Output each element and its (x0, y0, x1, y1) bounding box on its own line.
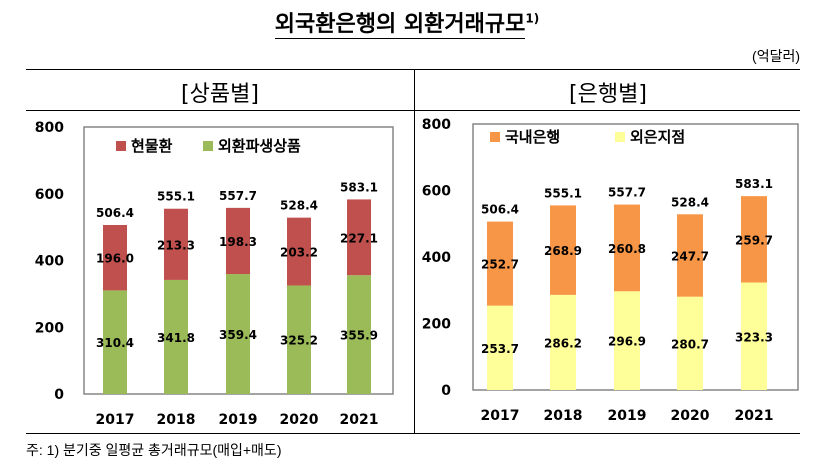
legend-swatch (116, 141, 126, 151)
data-label: 280.7 (671, 337, 709, 351)
total-label: 506.4 (481, 203, 519, 217)
unit-label: (억달러) (752, 48, 800, 64)
title-footnote-mark: 1) (525, 11, 540, 26)
legend-swatch (615, 132, 625, 142)
bar-segment (164, 208, 188, 280)
data-label: 213.3 (157, 238, 195, 252)
bar-segment (226, 207, 250, 275)
data-label: 253.7 (481, 342, 519, 356)
x-tick-label: 2018 (544, 408, 583, 424)
bar-segment (677, 296, 703, 390)
data-label: 323.3 (735, 330, 773, 344)
data-label: 198.3 (219, 235, 257, 249)
total-label: 557.7 (608, 186, 646, 200)
bar-segment (487, 305, 513, 390)
y-tick-label: 200 (35, 320, 64, 336)
footnote: 주: 1) 분기중 일평균 총거래규모(매입+매도) (26, 442, 282, 458)
chart-by-bank: 0 200 400 600 800 253.7 252.7 506.4 2017 286.2 268… (422, 117, 799, 424)
total-label: 555.1 (157, 190, 195, 204)
data-label: 259.7 (735, 233, 773, 247)
y-tick-label: 0 (441, 383, 451, 399)
legend-swatch (490, 132, 500, 142)
legend-label: 국내은행 (505, 128, 560, 146)
data-label: 260.8 (608, 242, 646, 256)
y-tick-label: 800 (35, 120, 64, 136)
y-tick-label: 200 (422, 317, 451, 333)
legend-label: 외은지점 (630, 128, 685, 146)
data-label: 341.8 (157, 331, 195, 345)
x-tick-label: 2017 (96, 412, 135, 428)
bar-segment (487, 221, 513, 306)
data-label: 310.4 (96, 336, 134, 350)
data-label: 203.2 (280, 246, 318, 260)
total-label: 557.7 (219, 189, 257, 203)
bar-segment (550, 205, 576, 295)
y-tick-label: 400 (35, 254, 64, 270)
total-label: 583.1 (735, 177, 773, 191)
bar-segment (677, 214, 703, 297)
y-tick-label: 800 (422, 117, 451, 133)
table-bottom-border (26, 433, 800, 434)
bar-segment (550, 294, 576, 390)
y-tick-label: 0 (54, 387, 64, 403)
bar-segment (614, 204, 640, 292)
panel-title-bank: [은행별] (569, 82, 647, 107)
bar-segment (287, 285, 311, 394)
page-title: 외국환은행의 외환거래규모1) (0, 6, 814, 39)
x-tick-label: 2021 (735, 408, 774, 424)
data-label: 359.4 (219, 328, 257, 342)
data-label: 227.1 (340, 231, 378, 245)
bar-segment (741, 282, 767, 390)
total-label: 528.4 (671, 195, 709, 209)
bar-segment (164, 279, 188, 394)
x-tick-label: 2021 (340, 412, 379, 428)
chart-by-product: 0 200 400 600 800 310.4 196.0 506.4 2017 341.8 213… (35, 120, 394, 428)
data-label: 252.7 (481, 258, 519, 272)
table-top-border (26, 69, 800, 70)
data-label: 196.0 (96, 252, 134, 266)
y-tick-label: 600 (422, 184, 451, 200)
x-tick-label: 2020 (671, 408, 710, 424)
data-label: 268.9 (544, 244, 582, 258)
bar-segment (103, 224, 127, 291)
legend-label: 현물환 (131, 137, 173, 155)
x-tick-label: 2019 (219, 412, 258, 428)
bar-segment (103, 290, 127, 394)
bar-segment (614, 291, 640, 390)
data-label: 286.2 (544, 336, 582, 350)
bar-segment (741, 196, 767, 283)
legend-swatch (203, 141, 213, 151)
title-text: 외국환은행의 외환거래규모 (274, 12, 526, 39)
total-label: 583.1 (340, 180, 378, 194)
total-label: 528.4 (280, 199, 318, 213)
data-label: 296.9 (608, 335, 646, 349)
x-tick-label: 2019 (608, 408, 647, 424)
bar-segment (347, 275, 371, 394)
y-tick-label: 600 (35, 187, 64, 203)
bar-segment (226, 274, 250, 394)
table-divider (414, 69, 415, 433)
data-label: 355.9 (340, 329, 378, 343)
bar-segment (347, 199, 371, 276)
x-tick-label: 2020 (280, 412, 319, 428)
y-tick-label: 400 (422, 250, 451, 266)
data-label: 247.7 (671, 249, 709, 263)
x-tick-label: 2018 (157, 412, 196, 428)
table-header-border (26, 110, 800, 111)
data-label: 325.2 (280, 334, 318, 348)
total-label: 506.4 (96, 206, 134, 220)
panel-title-product: [상품별] (181, 82, 259, 107)
total-label: 555.1 (544, 186, 582, 200)
legend-label: 외환파생상품 (218, 137, 301, 155)
bar-segment (287, 217, 311, 286)
x-tick-label: 2017 (481, 408, 520, 424)
